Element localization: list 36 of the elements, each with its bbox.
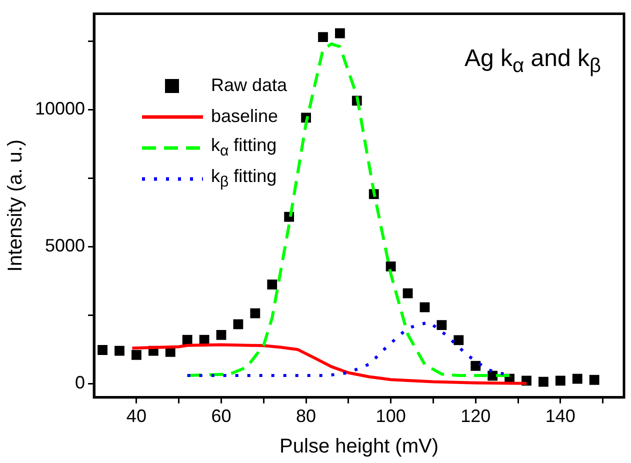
point	[182, 334, 192, 345]
x-tick-label: 100	[376, 406, 406, 426]
y-tick-label: 0	[75, 372, 86, 393]
point	[436, 320, 447, 330]
point	[335, 28, 345, 38]
point	[250, 308, 260, 318]
point	[470, 360, 481, 371]
point	[132, 350, 142, 360]
point	[538, 376, 548, 387]
annotation: Ag k$_{α}$ and k$_{β}$	[464, 45, 601, 78]
x-tick-label: 60	[211, 406, 232, 426]
point	[572, 374, 582, 384]
y-tick-label: 10000	[34, 98, 86, 119]
point	[589, 374, 600, 385]
x-axis-title: Pulse height (mV)	[280, 436, 439, 458]
x-tick-label: 120	[460, 406, 491, 426]
point	[555, 376, 566, 386]
x-tick-label: 80	[296, 406, 316, 426]
point	[216, 330, 226, 340]
x-tick-label: 40	[126, 406, 146, 426]
legend-label: k$_{α}$ fitting	[211, 135, 277, 160]
point	[98, 345, 108, 355]
point	[402, 288, 413, 298]
y-tick-label: 5000	[45, 236, 86, 256]
x-tick-label: 140	[545, 406, 576, 426]
legend-label: baseline	[211, 106, 278, 127]
point	[386, 261, 396, 272]
point	[267, 280, 278, 290]
point	[233, 319, 244, 330]
point	[114, 346, 124, 356]
point	[420, 302, 430, 312]
y-axis-title: Intensity (a. u.)	[4, 139, 27, 272]
legend-label: k$_{β}$ fitting	[211, 166, 277, 191]
legend-label: Raw data	[211, 75, 288, 96]
point	[454, 335, 464, 346]
point	[318, 32, 328, 42]
